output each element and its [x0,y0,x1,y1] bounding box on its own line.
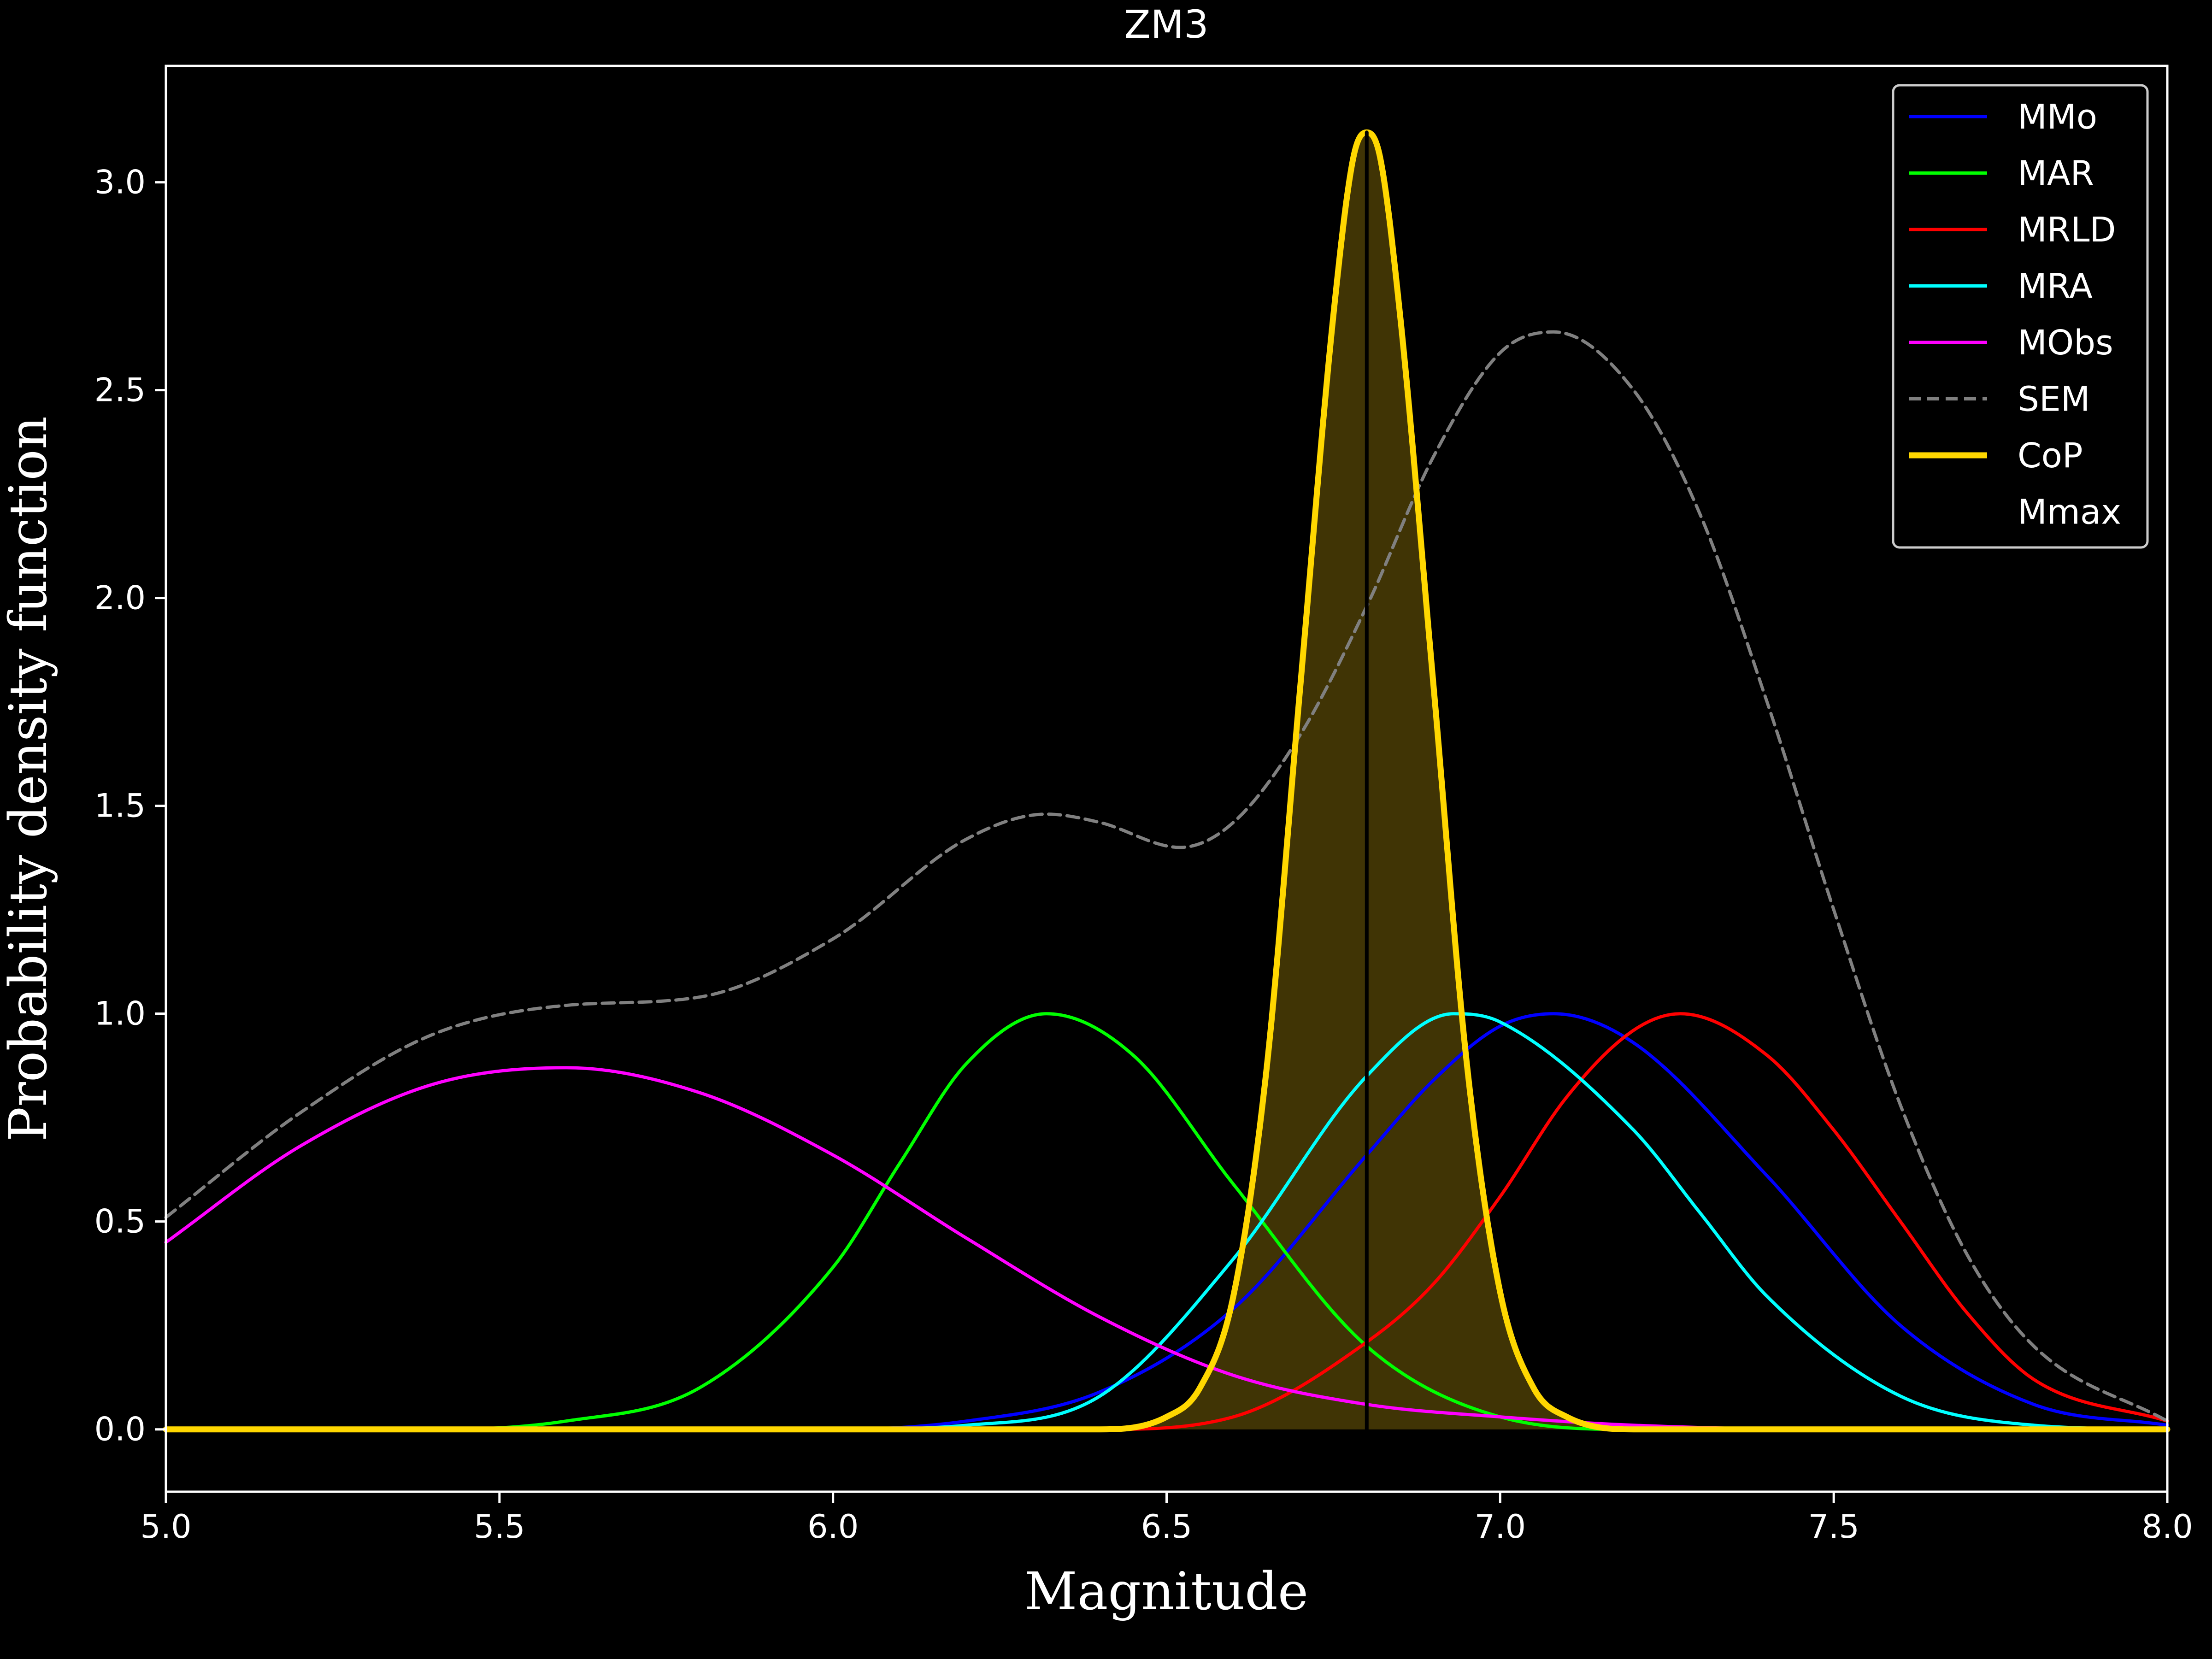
x-axis-label: Magnitude [1024,1562,1308,1622]
legend-label-mmo: MMo [2018,97,2097,137]
series-lines [163,129,2171,1433]
x-tick-label: 8.0 [2141,1508,2193,1546]
y-tick-label: 1.5 [94,787,146,825]
legend-label-mrld: MRLD [2018,210,2116,250]
legend: MMo MAR MRLD MRA MObs SEM CoP Mmax [1892,84,2149,549]
x-tick-label: 7.0 [1475,1508,1526,1546]
y-tick-label: 3.0 [94,164,146,201]
y-tick-label: 0.0 [94,1411,146,1448]
legend-label-mmax: Mmax [2018,493,2121,532]
x-tick-label: 7.5 [1808,1508,1859,1546]
legend-label-sem: SEM [2018,380,2090,419]
x-axis-ticks: 5.0 5.5 6.0 6.5 7.0 7.5 8.0 [140,1492,2193,1546]
y-axis-label: Probability density function [0,416,59,1141]
legend-label-cop: CoP [2018,436,2083,476]
legend-box [1892,84,2149,549]
x-tick-label: 5.5 [474,1508,525,1546]
y-tick-label: 2.0 [94,579,146,617]
x-tick-label: 5.0 [140,1508,191,1546]
y-axis-ticks: 0.0 0.5 1.0 1.5 2.0 2.5 3.0 [94,164,166,1448]
legend-label-mar: MAR [2018,154,2094,194]
series-line-cop [163,129,2171,1433]
x-tick-label: 6.0 [807,1508,859,1546]
y-tick-label: 2.5 [94,371,146,409]
x-tick-label: 6.5 [1141,1508,1192,1546]
y-tick-label: 0.5 [94,1203,146,1241]
y-tick-label: 1.0 [94,995,146,1033]
legend-label-mra: MRA [2018,267,2093,306]
chart-title: ZM3 [1124,2,1208,47]
legend-label-mobs: MObs [2018,323,2113,363]
